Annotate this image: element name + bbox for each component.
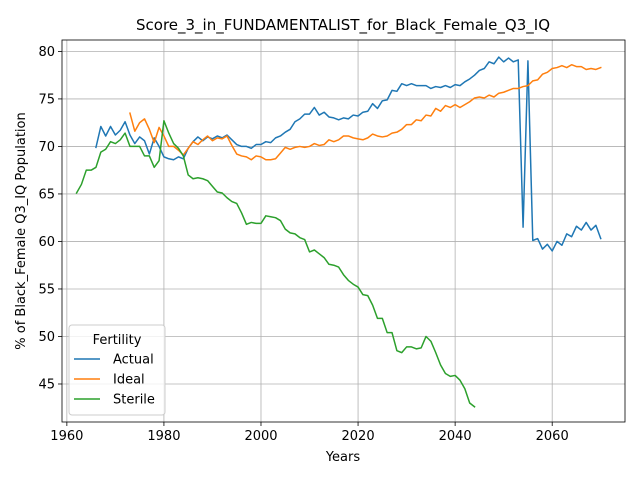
x-tick-label: 2040 bbox=[439, 429, 472, 444]
legend-box bbox=[68, 324, 166, 416]
legend-label-actual: Actual bbox=[113, 353, 154, 368]
x-tick-label: 2060 bbox=[536, 429, 569, 444]
y-tick-label: 70 bbox=[38, 140, 55, 155]
legend-title: Fertility bbox=[93, 333, 142, 348]
series-line-sterile bbox=[75, 120, 476, 408]
legend-entries: Actual Ideal Sterile bbox=[74, 353, 155, 408]
series-line-actual bbox=[95, 56, 602, 252]
y-tick-label: 45 bbox=[38, 377, 55, 392]
x-tick-label: 2020 bbox=[342, 429, 375, 444]
y-axis-label: % of Black_Female Q3_IQ Population bbox=[14, 112, 29, 349]
x-axis-label: Years bbox=[325, 450, 361, 465]
y-tick-label: 75 bbox=[38, 92, 55, 107]
y-tick-label: 65 bbox=[38, 187, 55, 202]
series-line-ideal bbox=[129, 63, 602, 161]
x-tick-label: 1960 bbox=[50, 429, 83, 444]
chart-title: Score_3_in_FUNDAMENTALIST_for_Black_Fema… bbox=[136, 16, 550, 35]
y-tick-label: 50 bbox=[38, 330, 55, 345]
legend-label-ideal: Ideal bbox=[113, 373, 145, 388]
legend-label-sterile: Sterile bbox=[113, 393, 155, 408]
y-tick-label: 80 bbox=[38, 45, 55, 60]
legend: Fertility Actual Ideal Sterile bbox=[68, 324, 166, 416]
series-lines bbox=[75, 56, 602, 408]
axis-ticks: 1960 1980 2000 2020 2040 2060 45 50 55 60 65 70 75 80 bbox=[38, 45, 568, 444]
y-tick-label: 60 bbox=[38, 235, 55, 250]
plot-frame bbox=[61, 39, 626, 423]
y-tick-label: 55 bbox=[38, 282, 55, 297]
x-tick-label: 2000 bbox=[244, 429, 277, 444]
x-tick-label: 1980 bbox=[147, 429, 180, 444]
